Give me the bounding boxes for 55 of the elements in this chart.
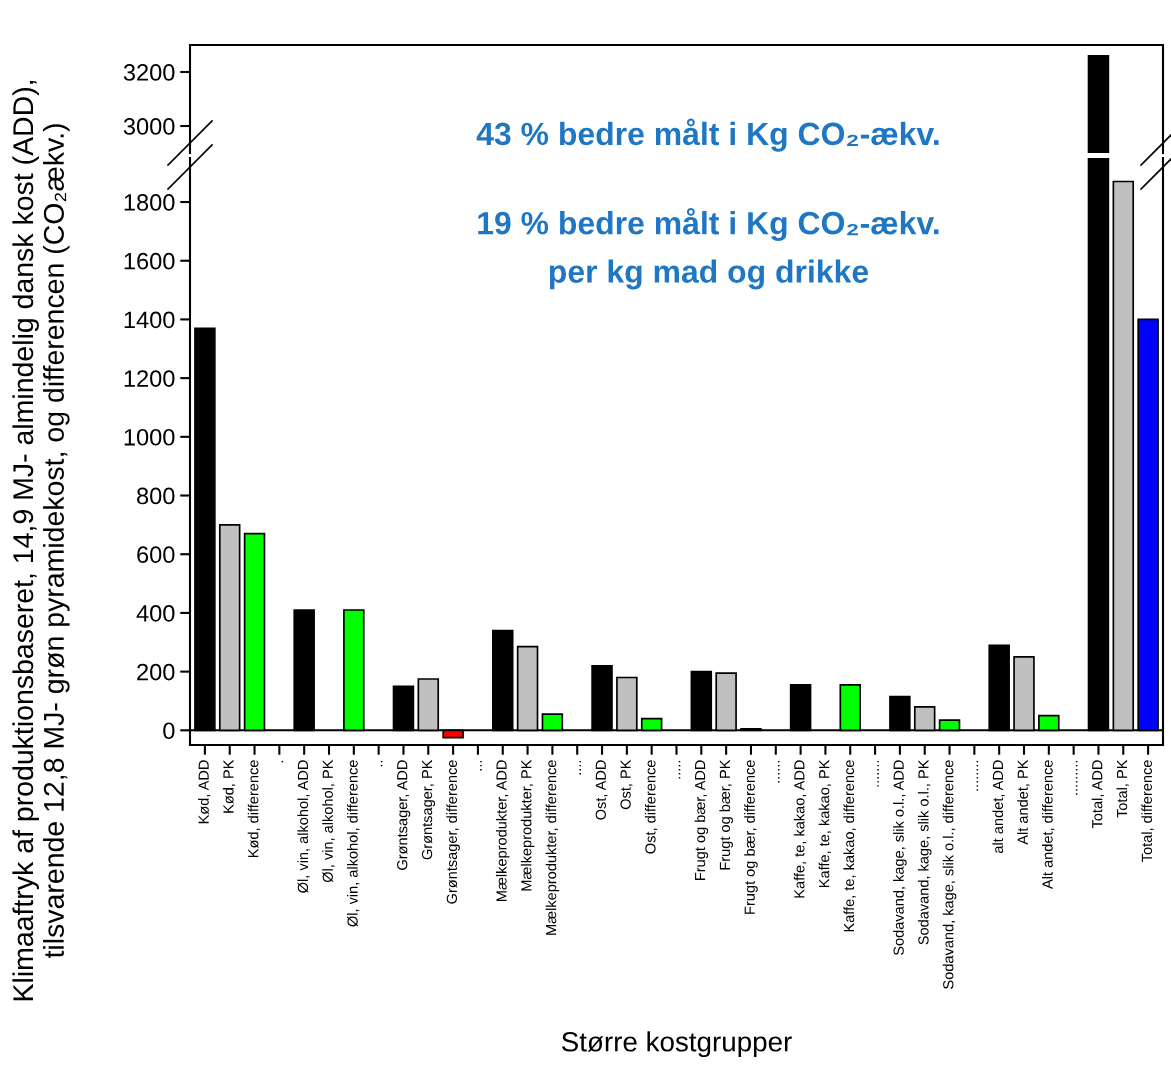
x-tick-label: Total, PK	[1116, 759, 1129, 818]
x-tick-label: Ost, ADD	[595, 760, 608, 820]
x-tick-label: Øl, vin, alkohol, PK	[322, 759, 335, 883]
x-tick-label: ........	[976, 760, 979, 791]
y-tick-label: 1600	[124, 252, 175, 270]
x-tick-label: ..	[380, 760, 383, 767]
y-tick-label: 1000	[124, 428, 175, 446]
x-tick-label: Kaffe, te, kakao, PK	[818, 759, 832, 888]
annotation: 43 % bedre målt i Kg CO₂-ækv.	[476, 118, 939, 152]
x-tick-label: Grøntsager, difference	[446, 760, 460, 904]
x-tick-label: Mælkeprodukter, ADD	[495, 760, 510, 902]
x-tick-label: Kød, ADD	[198, 760, 211, 824]
x-tick-label: Ost, PK	[620, 759, 633, 810]
x-tick-label: .......	[877, 760, 879, 787]
y-tick-label: 200	[137, 663, 175, 681]
x-tick-label: Alt andet, PK	[1017, 759, 1030, 845]
y-tick-label: 3000	[123, 118, 175, 135]
y-tick-label: 1200	[124, 370, 175, 387]
x-axis-title: Større kostgrupper	[561, 1031, 792, 1058]
x-tick-label: Kød, PK	[222, 759, 236, 813]
y-tick-label: 600	[137, 546, 175, 564]
x-tick-label: Alt andet, difference	[1042, 760, 1055, 889]
x-tick-label: .........	[1075, 760, 1078, 795]
x-tick-label: Kød, difference	[247, 760, 261, 858]
x-tick-label: Frugt og bær, difference	[744, 760, 758, 914]
y-tick-label: 800	[137, 487, 175, 505]
x-tick-label: alt andet, ADD	[992, 760, 1005, 853]
x-tick-label: Øl, vin, alkohol, ADD	[297, 760, 310, 893]
y-tick-label: 0	[163, 722, 175, 740]
x-tick-label: Frugt og bær, PK	[719, 759, 733, 870]
x-tick-label: ......	[778, 760, 780, 783]
x-tick-label: Mælkeprodukter, PK	[520, 759, 535, 891]
x-tick-label: Frugt og bær, ADD	[694, 760, 709, 880]
y-tick-label: 400	[136, 604, 175, 622]
x-tick-label: ....	[579, 760, 581, 775]
x-tick-label: Sodavand, kage, slik o.l., ADD	[893, 760, 907, 956]
y-tick-label: 1400	[124, 311, 175, 329]
x-tick-label: Sodavand, kage, slik o.l., difference	[942, 760, 957, 989]
y-tick-label: 1800	[124, 194, 175, 211]
x-tick-label: Øl, vin, alkohol, difference	[347, 760, 360, 927]
x-tick-label: Grøntsager, ADD	[397, 760, 411, 870]
x-tick-label: .....	[678, 760, 681, 779]
x-tick-label: Total, ADD	[1091, 760, 1105, 829]
x-tick-label: Kaffe, te, kakao, ADD	[793, 760, 807, 898]
x-tick-label: Sodavand, kage, slik o.l., PK	[917, 759, 932, 945]
x-tick-label: ...	[480, 760, 482, 771]
annotation: 19 % bedre målt i Kg CO₂-ækv. per kg mad og drikke	[478, 207, 939, 290]
x-tick-label: .	[281, 760, 284, 763]
x-tick-label: Total, difference	[1141, 760, 1154, 862]
y-tick-label: 3200	[123, 64, 175, 81]
x-tick-label: Kaffe, te, kakao, difference	[843, 760, 856, 932]
x-tick-label: Mælkeprodukter, difference	[545, 760, 560, 935]
x-tick-label: Grøntsager, PK	[421, 759, 436, 860]
x-tick-label: Ost, difference	[644, 760, 658, 854]
y-axis-title: Klimaaftryk af produktionsbaseret, 14,9 MJ- almindelig dansk kost (ADD), tilsvarende 12,8 MJ- grøn pyramidekost, og differencen (CO₂ækv.)	[12, 80, 70, 1001]
